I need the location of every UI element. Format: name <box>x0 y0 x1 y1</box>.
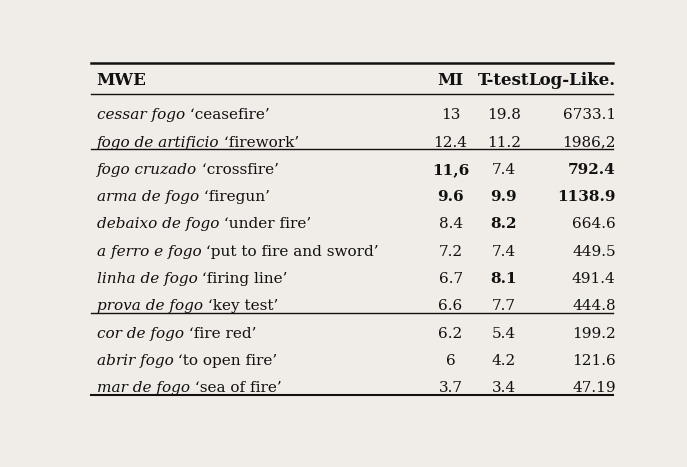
Text: 47.19: 47.19 <box>572 382 616 396</box>
Text: 7.7: 7.7 <box>492 299 516 313</box>
Text: 6.7: 6.7 <box>438 272 462 286</box>
Text: mar de fogo: mar de fogo <box>96 382 190 396</box>
Text: cor de fogo: cor de fogo <box>96 327 183 341</box>
Text: 9.6: 9.6 <box>437 190 464 204</box>
Text: 792.4: 792.4 <box>568 163 616 177</box>
Text: 6: 6 <box>446 354 455 368</box>
Text: 7.4: 7.4 <box>492 245 516 259</box>
Text: 19.8: 19.8 <box>487 108 521 122</box>
Text: 7.2: 7.2 <box>438 245 462 259</box>
Text: 6733.1: 6733.1 <box>563 108 616 122</box>
Text: 11.2: 11.2 <box>487 135 521 149</box>
Text: cessar fogo: cessar fogo <box>96 108 185 122</box>
Text: fogo de artificio: fogo de artificio <box>96 135 219 149</box>
Text: ‘put to fire and sword’: ‘put to fire and sword’ <box>201 245 379 259</box>
Text: Log-Like.: Log-Like. <box>528 72 616 89</box>
Text: ‘crossfire’: ‘crossfire’ <box>196 163 279 177</box>
Text: 12.4: 12.4 <box>433 135 468 149</box>
Text: arma de fogo: arma de fogo <box>96 190 199 204</box>
Text: debaixo de fogo: debaixo de fogo <box>96 218 219 232</box>
Text: 8.4: 8.4 <box>438 218 462 232</box>
Text: 6.6: 6.6 <box>438 299 463 313</box>
Text: 9.9: 9.9 <box>491 190 517 204</box>
Text: MI: MI <box>438 72 464 89</box>
Text: MWE: MWE <box>96 72 146 89</box>
Text: 6.2: 6.2 <box>438 327 463 341</box>
Text: 7.4: 7.4 <box>492 163 516 177</box>
Text: ‘firegun’: ‘firegun’ <box>199 190 270 204</box>
Text: 664.6: 664.6 <box>572 218 616 232</box>
Text: 13: 13 <box>441 108 460 122</box>
Text: 491.4: 491.4 <box>572 272 616 286</box>
Text: 121.6: 121.6 <box>572 354 616 368</box>
Text: 444.8: 444.8 <box>572 299 616 313</box>
Text: a ferro e fogo: a ferro e fogo <box>96 245 201 259</box>
Text: 199.2: 199.2 <box>572 327 616 341</box>
Text: ‘firework’: ‘firework’ <box>219 135 300 149</box>
Text: 11,6: 11,6 <box>432 163 469 177</box>
Text: ‘firing line’: ‘firing line’ <box>197 272 288 286</box>
Text: prova de fogo: prova de fogo <box>96 299 203 313</box>
Text: ‘to open fire’: ‘to open fire’ <box>173 354 278 368</box>
Text: 1138.9: 1138.9 <box>557 190 616 204</box>
Text: 4.2: 4.2 <box>492 354 516 368</box>
Text: ‘key test’: ‘key test’ <box>203 299 278 313</box>
Text: 449.5: 449.5 <box>572 245 616 259</box>
Text: ‘fire red’: ‘fire red’ <box>183 327 256 341</box>
Text: ‘under fire’: ‘under fire’ <box>219 218 311 232</box>
Text: 3.7: 3.7 <box>438 382 462 396</box>
Text: abrir fogo: abrir fogo <box>96 354 173 368</box>
Text: T-test: T-test <box>478 72 530 89</box>
Text: 1986,2: 1986,2 <box>562 135 616 149</box>
Text: 8.1: 8.1 <box>491 272 517 286</box>
Text: linha de fogo: linha de fogo <box>96 272 197 286</box>
Text: 5.4: 5.4 <box>492 327 516 341</box>
Text: fogo cruzado: fogo cruzado <box>96 163 196 177</box>
Text: ‘sea of fire’: ‘sea of fire’ <box>190 382 281 396</box>
Text: 3.4: 3.4 <box>492 382 516 396</box>
Text: ‘ceasefire’: ‘ceasefire’ <box>185 108 269 122</box>
Text: 8.2: 8.2 <box>491 218 517 232</box>
